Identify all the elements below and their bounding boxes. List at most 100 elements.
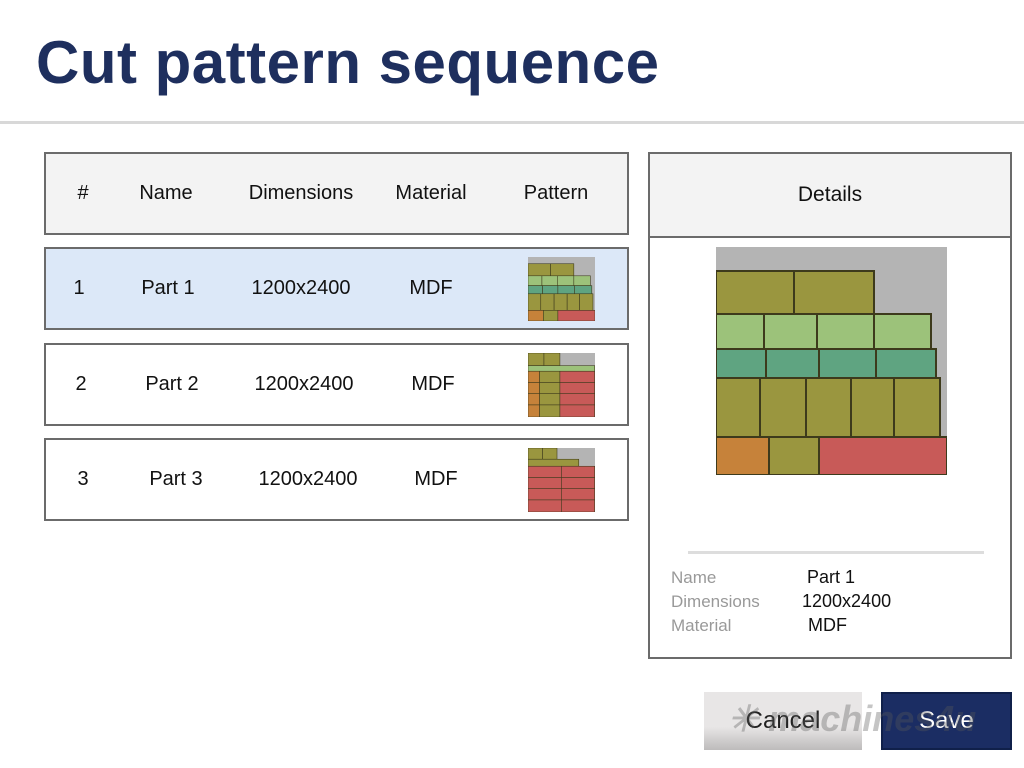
dimensions-value: 1200x2400 bbox=[802, 591, 892, 611]
page-title: Cut pattern sequence bbox=[36, 29, 660, 96]
cut-piece bbox=[716, 313, 765, 350]
row-number: 1 bbox=[73, 277, 85, 299]
table-row[interactable]: 1 Part 1 1200x2400 MDF bbox=[44, 247, 629, 330]
table-row[interactable]: 2 Part 2 1200x2400 MDF bbox=[44, 343, 629, 426]
cancel-button[interactable]: Cancel bbox=[704, 692, 862, 750]
details-panel: Details Name Dimensions Material Part 1 … bbox=[648, 152, 1012, 659]
cut-piece bbox=[765, 348, 820, 379]
cut-piece bbox=[893, 377, 941, 438]
pattern-preview bbox=[716, 247, 947, 475]
cut-piece bbox=[528, 275, 543, 286]
cut-piece bbox=[543, 353, 561, 366]
cut-piece bbox=[528, 370, 540, 383]
cut-piece bbox=[716, 377, 761, 438]
cut-piece bbox=[528, 285, 543, 295]
material-label: Material bbox=[671, 616, 732, 635]
pattern-thumbnail bbox=[528, 448, 595, 512]
row-name: Part 2 bbox=[145, 373, 199, 395]
cut-piece bbox=[579, 293, 594, 311]
cut-piece bbox=[528, 404, 540, 417]
header-number: # bbox=[77, 182, 89, 204]
cut-piece bbox=[818, 436, 947, 475]
cut-piece bbox=[528, 353, 545, 366]
row-name: Part 3 bbox=[149, 468, 203, 490]
material-value: MDF bbox=[808, 615, 847, 635]
table-header: # Name Dimensions Material Pattern bbox=[44, 152, 629, 235]
save-button[interactable]: Save bbox=[881, 692, 1012, 750]
cut-piece bbox=[561, 465, 595, 478]
cut-piece bbox=[528, 310, 544, 321]
cut-piece bbox=[528, 382, 540, 394]
row-dimensions: 1200x2400 bbox=[251, 277, 351, 299]
cut-piece bbox=[763, 313, 818, 350]
cut-piece bbox=[816, 313, 875, 350]
title-divider bbox=[0, 121, 1024, 124]
cut-piece bbox=[561, 499, 595, 512]
cut-piece bbox=[550, 263, 575, 277]
dimensions-label: Dimensions bbox=[671, 592, 760, 611]
header-name: Name bbox=[139, 182, 193, 204]
row-dimensions: 1200x2400 bbox=[254, 373, 354, 395]
cut-piece bbox=[528, 365, 595, 372]
header-dimensions: Dimensions bbox=[248, 182, 354, 204]
cut-piece bbox=[543, 310, 559, 321]
cut-piece bbox=[768, 436, 820, 475]
row-name: Part 1 bbox=[141, 277, 195, 299]
table-row[interactable]: 3 Part 3 1200x2400 MDF bbox=[44, 438, 629, 521]
cut-piece bbox=[528, 393, 540, 406]
cut-piece bbox=[557, 275, 575, 286]
cut-piece bbox=[528, 448, 543, 460]
pattern-thumbnail bbox=[528, 353, 595, 417]
pattern-thumbnail bbox=[528, 257, 595, 321]
cut-piece bbox=[559, 382, 595, 394]
cut-piece bbox=[793, 270, 875, 315]
row-number: 2 bbox=[75, 373, 87, 395]
row-material: MDF bbox=[411, 373, 455, 395]
row-dimensions: 1200x2400 bbox=[258, 468, 358, 490]
cut-piece bbox=[716, 270, 795, 315]
cut-piece bbox=[528, 477, 562, 489]
row-material: MDF bbox=[414, 468, 458, 490]
cut-piece bbox=[873, 313, 932, 350]
cut-piece bbox=[542, 448, 558, 460]
cut-piece bbox=[528, 263, 551, 277]
cut-piece bbox=[559, 404, 595, 417]
cut-piece bbox=[716, 436, 770, 475]
cut-piece bbox=[528, 458, 580, 467]
cut-piece bbox=[561, 488, 595, 501]
cut-piece bbox=[561, 477, 595, 489]
cut-piece bbox=[542, 285, 559, 295]
name-value: Part 1 bbox=[807, 567, 856, 587]
cut-piece bbox=[573, 275, 591, 286]
details-header: Details bbox=[650, 154, 1010, 238]
cut-piece bbox=[528, 293, 542, 311]
details-divider bbox=[688, 551, 984, 554]
name-label: Name bbox=[671, 568, 717, 587]
cut-piece bbox=[559, 370, 595, 383]
cut-piece bbox=[539, 370, 561, 383]
cut-piece bbox=[875, 348, 937, 379]
header-material: Material bbox=[395, 182, 467, 204]
cut-piece bbox=[539, 404, 561, 417]
row-number: 3 bbox=[77, 468, 89, 490]
cut-piece bbox=[541, 275, 558, 286]
cut-piece bbox=[759, 377, 807, 438]
cut-piece bbox=[528, 499, 562, 512]
cut-piece bbox=[528, 465, 562, 478]
cut-piece bbox=[557, 285, 575, 295]
cut-piece bbox=[566, 293, 580, 311]
cut-piece bbox=[805, 377, 852, 438]
cut-piece bbox=[818, 348, 877, 379]
cut-piece bbox=[850, 377, 895, 438]
cut-piece bbox=[539, 382, 561, 394]
cut-piece bbox=[574, 285, 593, 295]
cut-piece bbox=[557, 310, 595, 321]
cut-piece bbox=[539, 393, 561, 406]
cut-piece bbox=[559, 393, 595, 406]
cut-piece bbox=[553, 293, 568, 311]
header-pattern: Pattern bbox=[523, 182, 589, 204]
cut-piece bbox=[716, 348, 767, 379]
cut-piece bbox=[528, 488, 562, 501]
cut-piece bbox=[540, 293, 555, 311]
row-material: MDF bbox=[409, 277, 453, 299]
